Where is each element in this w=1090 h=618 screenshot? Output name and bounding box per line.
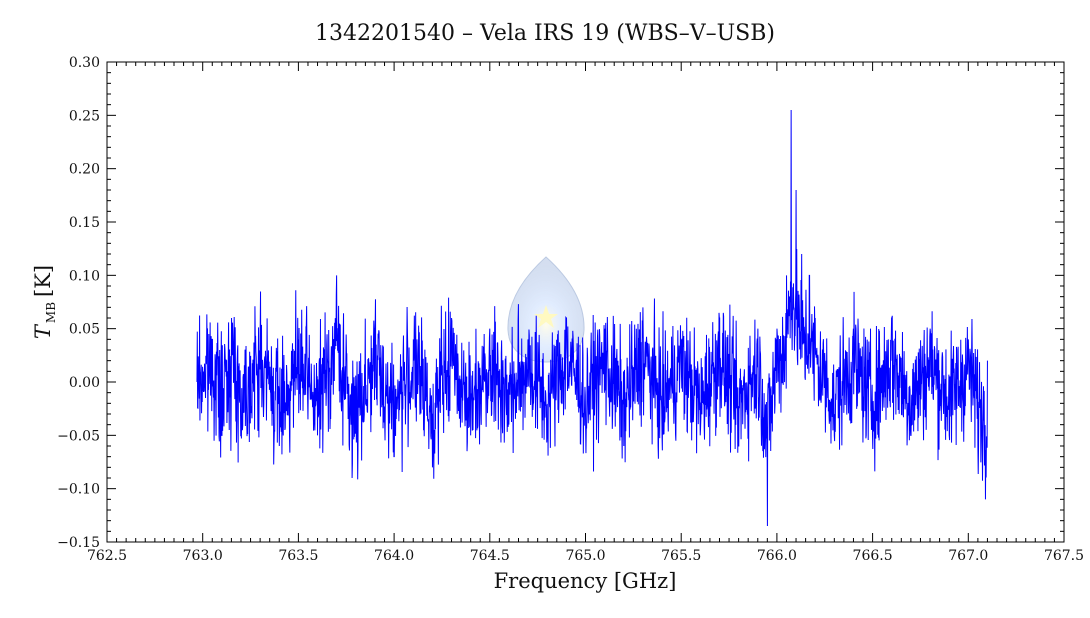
x-axis-label: Frequency [GHz]: [494, 569, 677, 593]
spectrum-trace-layer: [196, 109, 988, 527]
x-tick-label: 767.0: [948, 548, 988, 564]
x-tick-label: 766.5: [853, 548, 893, 564]
x-tick-labels: 762.5 763.0 763.5 764.0 764.5 765.0 765.5 766.0…: [87, 548, 1084, 564]
spectrum-line: [196, 109, 988, 527]
axis-ticks: [106, 61, 1065, 543]
x-tick-label: 766.0: [757, 548, 797, 564]
y-tick-label: 0.20: [69, 162, 100, 178]
x-tick-label: 763.0: [183, 548, 223, 564]
y-axis-label-subscript: MB: [44, 302, 58, 323]
x-tick-label: 765.5: [661, 548, 701, 564]
y-tick-label: 0.25: [69, 108, 100, 124]
y-axis-label-symbol: T: [31, 323, 55, 339]
x-tick-label: 763.5: [278, 548, 318, 564]
y-axis-label-unit: [K]: [31, 265, 55, 297]
y-tick-label: 0.05: [69, 322, 100, 338]
y-tick-label: −0.05: [57, 428, 100, 444]
y-tick-label: 0.10: [69, 268, 100, 284]
y-tick-label: 0.15: [69, 215, 100, 231]
x-tick-label: 765.0: [565, 548, 605, 564]
y-tick-labels: −0.15 −0.10 −0.05 0.00 0.05 0.10 0.15 0.20 0.25 0…: [57, 55, 100, 551]
plot-frame: [106, 61, 1065, 543]
x-tick-label: 767.5: [1044, 548, 1084, 564]
y-tick-label: 0.00: [69, 375, 100, 391]
x-tick-label: 764.5: [470, 548, 510, 564]
x-tick-label: 764.0: [374, 548, 414, 564]
y-tick-label: −0.15: [57, 535, 100, 551]
x-tick-label: 762.5: [87, 548, 127, 564]
chart-title: 1342201540 – Vela IRS 19 (WBS–V–USB): [315, 21, 775, 46]
y-tick-label: 0.30: [69, 55, 100, 71]
y-tick-label: −0.10: [57, 482, 100, 498]
y-axis-label: TMB [K]: [31, 265, 58, 339]
svg-text:TMB[K]: TMB [K]: [31, 265, 58, 339]
